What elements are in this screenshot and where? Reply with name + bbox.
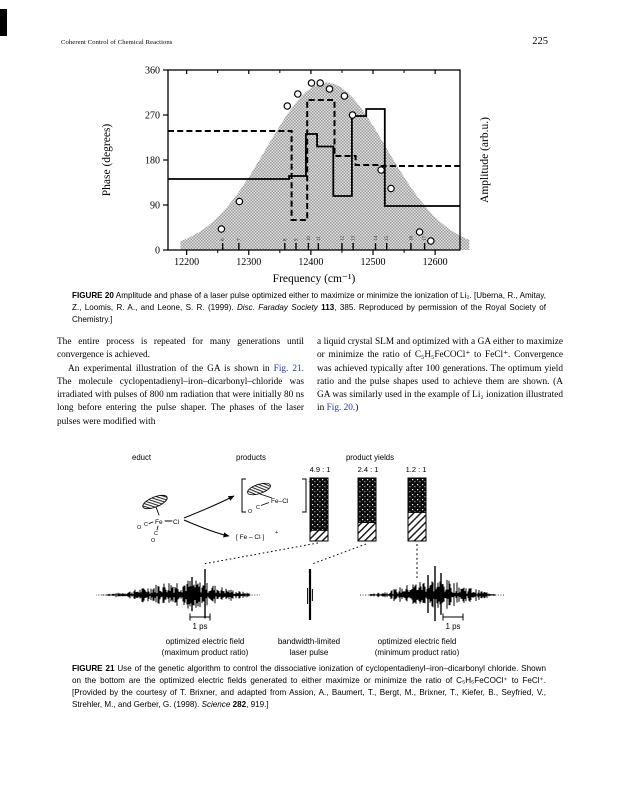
waveform-label-bwl-1: bandwidth-limited (278, 637, 340, 646)
svg-text:14: 14 (374, 236, 379, 242)
svg-text:12500: 12500 (361, 257, 386, 268)
svg-text:12200: 12200 (174, 257, 199, 268)
svg-text:12600: 12600 (423, 257, 448, 268)
svg-text:16: 16 (409, 236, 414, 242)
yield-ratio-2: 2.4 : 1 (358, 465, 379, 474)
text-column-left: The entire process is repeated for many … (57, 336, 304, 429)
product2-charge: + (275, 530, 278, 536)
product1-structure: + Fe–Cl C O (241, 478, 312, 515)
arrow-to-product1 (183, 495, 235, 519)
arrow-to-product2 (183, 519, 230, 538)
product1-o: O (248, 509, 253, 515)
waveform-label-max-2: (maximum product ratio) (162, 648, 249, 657)
figure20-caption-text: Amplitude and phase of a laser pulse opt… (72, 291, 546, 313)
svg-text:12300: 12300 (236, 257, 261, 268)
educt-c1: C (144, 522, 148, 528)
connector-dotted-2 (311, 543, 367, 565)
figure20-caption-volume: 113 (317, 303, 335, 313)
svg-text:15: 15 (385, 236, 390, 242)
running-head: Coherent Control of Chemical Reactions 2… (61, 36, 548, 47)
educt-fe: Fe (155, 519, 163, 526)
waveform-maximize (96, 569, 260, 619)
scale-bar-right-label: 1 ps (445, 622, 460, 631)
product-yields-label: product yields (346, 453, 394, 462)
waveform-minimize (360, 566, 505, 622)
product1-c: C (256, 505, 260, 511)
yield-ratio-3: 1.2 : 1 (406, 465, 427, 474)
paragraph-text: The molecule cyclopentadienyl–iron–dicar… (57, 376, 304, 427)
waveform-bandwidth-limited (307, 569, 313, 620)
y-axis-label-left: Phase (degrees) (101, 124, 113, 197)
waveform-label-max-1: optimized electric field (166, 637, 245, 646)
educt-o2: O (151, 538, 156, 544)
figure21-caption-text: Use of the genetic algorithm to control … (72, 664, 546, 710)
figure21-diagram: educt products product yields 4.9 : 1 2.… (96, 453, 505, 657)
figure21-caption-journal: Science (201, 700, 231, 710)
educt-structure: Fe Cl O C C O (137, 494, 180, 544)
fig21-link[interactable]: Fig. 21. (273, 363, 304, 374)
svg-text:11: 11 (317, 236, 322, 241)
svg-text:180: 180 (145, 156, 160, 167)
figure20-caption-label: FIGURE 20 (72, 291, 114, 300)
figure20-caption: FIGURE 20 Amplitude and phase of a laser… (72, 290, 546, 326)
paragraph-text: The entire process is repeated for many … (57, 337, 304, 361)
figure21-caption-volume: 282 (230, 700, 247, 710)
text-column-right: a liquid crystal SLM and optimized with … (317, 336, 563, 416)
figure20-chart: 12200 12300 12400 12500 12600 0 90 180 270 360 6 7 8… (101, 66, 491, 286)
figure20-caption-journal: Disc. Faraday Society (236, 303, 318, 313)
svg-text:360: 360 (145, 66, 160, 77)
scan-artifact (0, 9, 7, 36)
paragraph-text: An experimental illustration of the GA i… (68, 363, 274, 374)
svg-text:270: 270 (145, 111, 160, 122)
svg-text:90: 90 (150, 201, 160, 212)
svg-text:10: 10 (307, 236, 312, 242)
waveform-label-min-1: optimized electric field (378, 637, 457, 646)
figure21-caption-tail: , 919.] (246, 700, 269, 710)
figure20-plot-area: 12200 12300 12400 12500 12600 0 90 180 270 360 6 7 8… (145, 66, 470, 268)
svg-text:13: 13 (352, 236, 357, 242)
svg-text:0: 0 (155, 246, 160, 257)
fig20-link[interactable]: Fig. 20. (326, 403, 356, 414)
paragraph-text: a liquid crystal SLM and optimized with … (317, 337, 563, 414)
waveform-label-min-2: (minimum product ratio) (375, 648, 460, 657)
connector-dotted-1 (202, 542, 319, 565)
scale-bar-left (189, 613, 211, 621)
svg-text:7: 7 (237, 238, 242, 241)
running-head-title: Coherent Control of Chemical Reactions (61, 39, 173, 46)
svg-text:6: 6 (221, 238, 226, 241)
body-paragraph-2: An experimental illustration of the GA i… (57, 363, 304, 429)
product1-fecl: Fe–Cl (271, 498, 289, 505)
svg-text:12: 12 (340, 236, 345, 242)
waveform-label-bwl-2: laser pulse (290, 648, 329, 657)
figure21-caption: FIGURE 21 Use of the genetic algorithm t… (72, 663, 546, 712)
educt-c2: C (154, 531, 158, 537)
scale-bar-left-label: 1 ps (192, 622, 207, 631)
y-axis-label-right: Amplitude (arb.u.) (479, 117, 491, 203)
svg-text:8: 8 (283, 238, 288, 241)
product2-structure: [ Fe – Cl ] + (236, 530, 278, 541)
yield-bars (309, 477, 427, 542)
cyclopentadienyl-ring-icon (247, 482, 271, 496)
svg-text:9: 9 (294, 238, 299, 241)
svg-text:12400: 12400 (298, 257, 323, 268)
figure21-caption-label: FIGURE 21 (72, 664, 115, 673)
cyclopentadienyl-ring-icon (142, 494, 168, 510)
scale-bar-right (442, 613, 464, 621)
yield-ratio-1: 4.9 : 1 (310, 465, 331, 474)
page-number: 225 (532, 36, 548, 47)
educt-label: educt (132, 453, 152, 462)
figure20-caption-tail: , 385. Reproduced by permission of the R… (72, 303, 546, 325)
products-label: products (236, 453, 266, 462)
body-paragraph-1: The entire process is repeated for many … (57, 336, 304, 363)
paragraph-text: ) (355, 403, 359, 414)
product2-formula: [ Fe – Cl ] (236, 534, 264, 541)
body-paragraph-3: a liquid crystal SLM and optimized with … (317, 336, 563, 416)
x-axis-label: Frequency (cm⁻¹) (273, 273, 356, 285)
svg-text:17: 17 (423, 236, 428, 242)
educt-cl: Cl (173, 519, 180, 526)
educt-o1: O (137, 525, 142, 531)
